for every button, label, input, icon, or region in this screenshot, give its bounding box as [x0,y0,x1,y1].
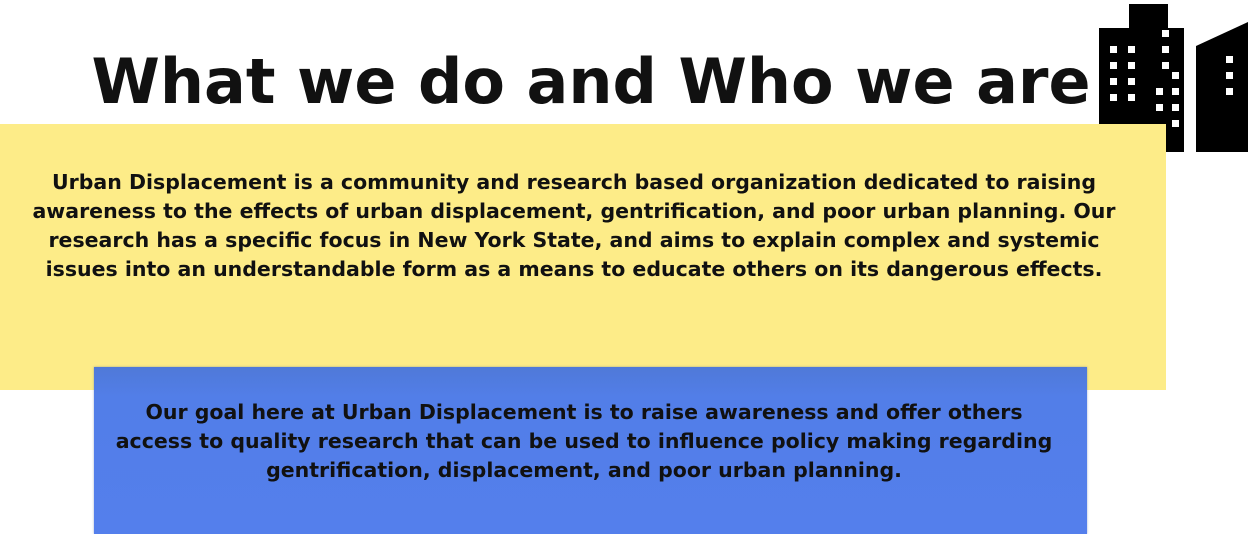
goal-text: Our goal here at Urban Displacement is t… [115,400,1053,482]
city-buildings-icon [1099,4,1248,152]
page-title: What we do and Who we are [91,45,1091,118]
about-panel: Urban Displacement is a community and re… [0,124,1166,390]
goal-panel: Our goal here at Urban Displacement is t… [94,367,1087,534]
about-text: Urban Displacement is a community and re… [32,170,1116,281]
